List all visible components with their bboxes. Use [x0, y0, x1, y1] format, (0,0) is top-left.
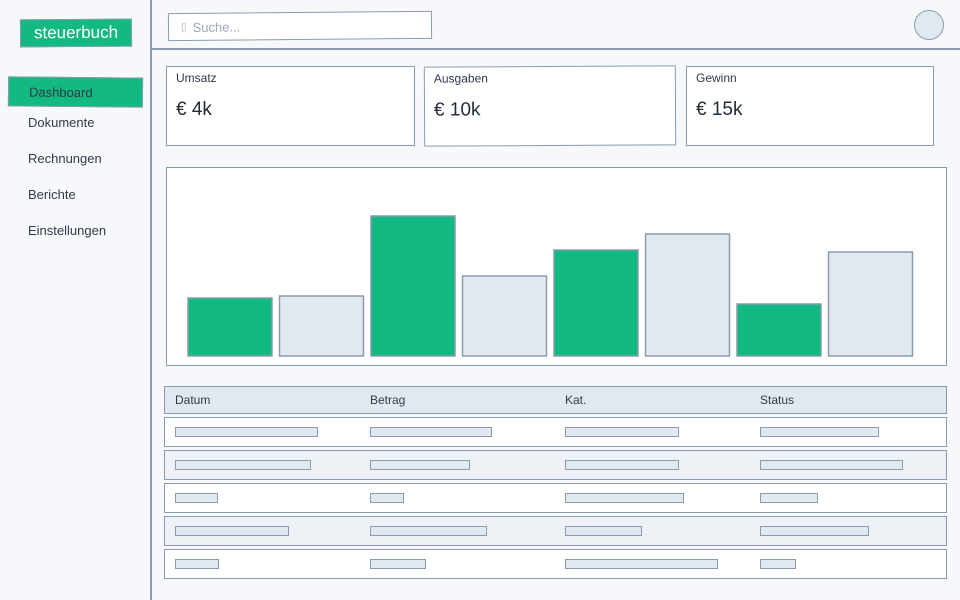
chart-bar [187, 297, 273, 357]
column-header-kategorie[interactable]: Kat. [565, 393, 587, 407]
table-cell-placeholder [565, 559, 718, 569]
top-header: ▯ [152, 0, 960, 50]
table-row[interactable] [164, 549, 947, 579]
table-cell-placeholder [175, 493, 218, 503]
chart-bar [736, 303, 822, 357]
table-cell-placeholder [760, 526, 869, 536]
column-header-datum[interactable]: Datum [175, 393, 211, 407]
table-cell-placeholder [760, 559, 796, 569]
chart-bar [827, 251, 914, 357]
chart-bar [370, 215, 456, 357]
search-input[interactable] [192, 17, 413, 35]
table-cell-placeholder [175, 559, 219, 569]
sidebar-item-einstellungen[interactable]: Einstellungen [28, 222, 107, 238]
transactions-table: Datum Betrag Kat. Status [164, 386, 947, 579]
table-cell-placeholder [760, 460, 903, 470]
table-cell-placeholder [370, 460, 470, 470]
kpi-value: € 4k [176, 99, 212, 120]
bar-chart-svg [187, 215, 914, 357]
table-body [164, 417, 947, 579]
kpi-card-gewinn: Gewinn € 15k [686, 66, 934, 146]
kpi-value: € 15k [696, 99, 743, 120]
table-cell-placeholder [175, 460, 311, 470]
table-cell-placeholder [370, 559, 426, 569]
table-cell-placeholder [370, 493, 404, 503]
table-cell-placeholder [370, 526, 487, 536]
kpi-card-umsatz: Umsatz € 4k [166, 66, 415, 146]
table-cell-placeholder [370, 427, 492, 437]
table-cell-placeholder [175, 526, 289, 536]
kpi-value: € 10k [433, 99, 481, 121]
sidebar: steuerbuch Dashboard Dokumente Rechnunge… [0, 0, 152, 600]
search-box[interactable]: ▯ [167, 10, 433, 42]
table-cell-placeholder [565, 460, 679, 470]
sidebar-item-dashboard[interactable]: Dashboard [7, 76, 144, 108]
table-cell-placeholder [760, 427, 879, 437]
table-header: Datum Betrag Kat. Status [164, 386, 947, 414]
table-row[interactable] [164, 483, 947, 513]
chart-bar [461, 275, 548, 357]
table-cell-placeholder [565, 493, 684, 503]
table-row[interactable] [164, 417, 947, 447]
sidebar-item-dokumente[interactable]: Dokumente [28, 114, 95, 130]
kpi-label: Gewinn [696, 71, 737, 85]
column-header-betrag[interactable]: Betrag [370, 393, 406, 407]
table-cell-placeholder [760, 493, 818, 503]
bar-chart [166, 167, 947, 366]
chart-bar [644, 233, 731, 357]
kpi-label: Umsatz [176, 71, 217, 85]
table-row[interactable] [164, 450, 947, 480]
search-icon: ▯ [180, 21, 187, 33]
table-row[interactable] [164, 516, 947, 546]
chart-bar [553, 249, 639, 357]
table-cell-placeholder [175, 427, 318, 437]
table-cell-placeholder [565, 427, 679, 437]
kpi-label: Ausgaben [433, 71, 488, 86]
sidebar-item-rechnungen[interactable]: Rechnungen [28, 150, 102, 166]
sidebar-item-berichte[interactable]: Berichte [28, 186, 76, 202]
column-header-status[interactable]: Status [760, 393, 795, 407]
table-cell-placeholder [565, 526, 642, 536]
chart-bar [278, 295, 365, 357]
kpi-card-ausgaben: Ausgaben € 10k [423, 65, 677, 147]
app-logo[interactable]: steuerbuch [19, 18, 133, 48]
user-avatar[interactable] [914, 10, 944, 40]
